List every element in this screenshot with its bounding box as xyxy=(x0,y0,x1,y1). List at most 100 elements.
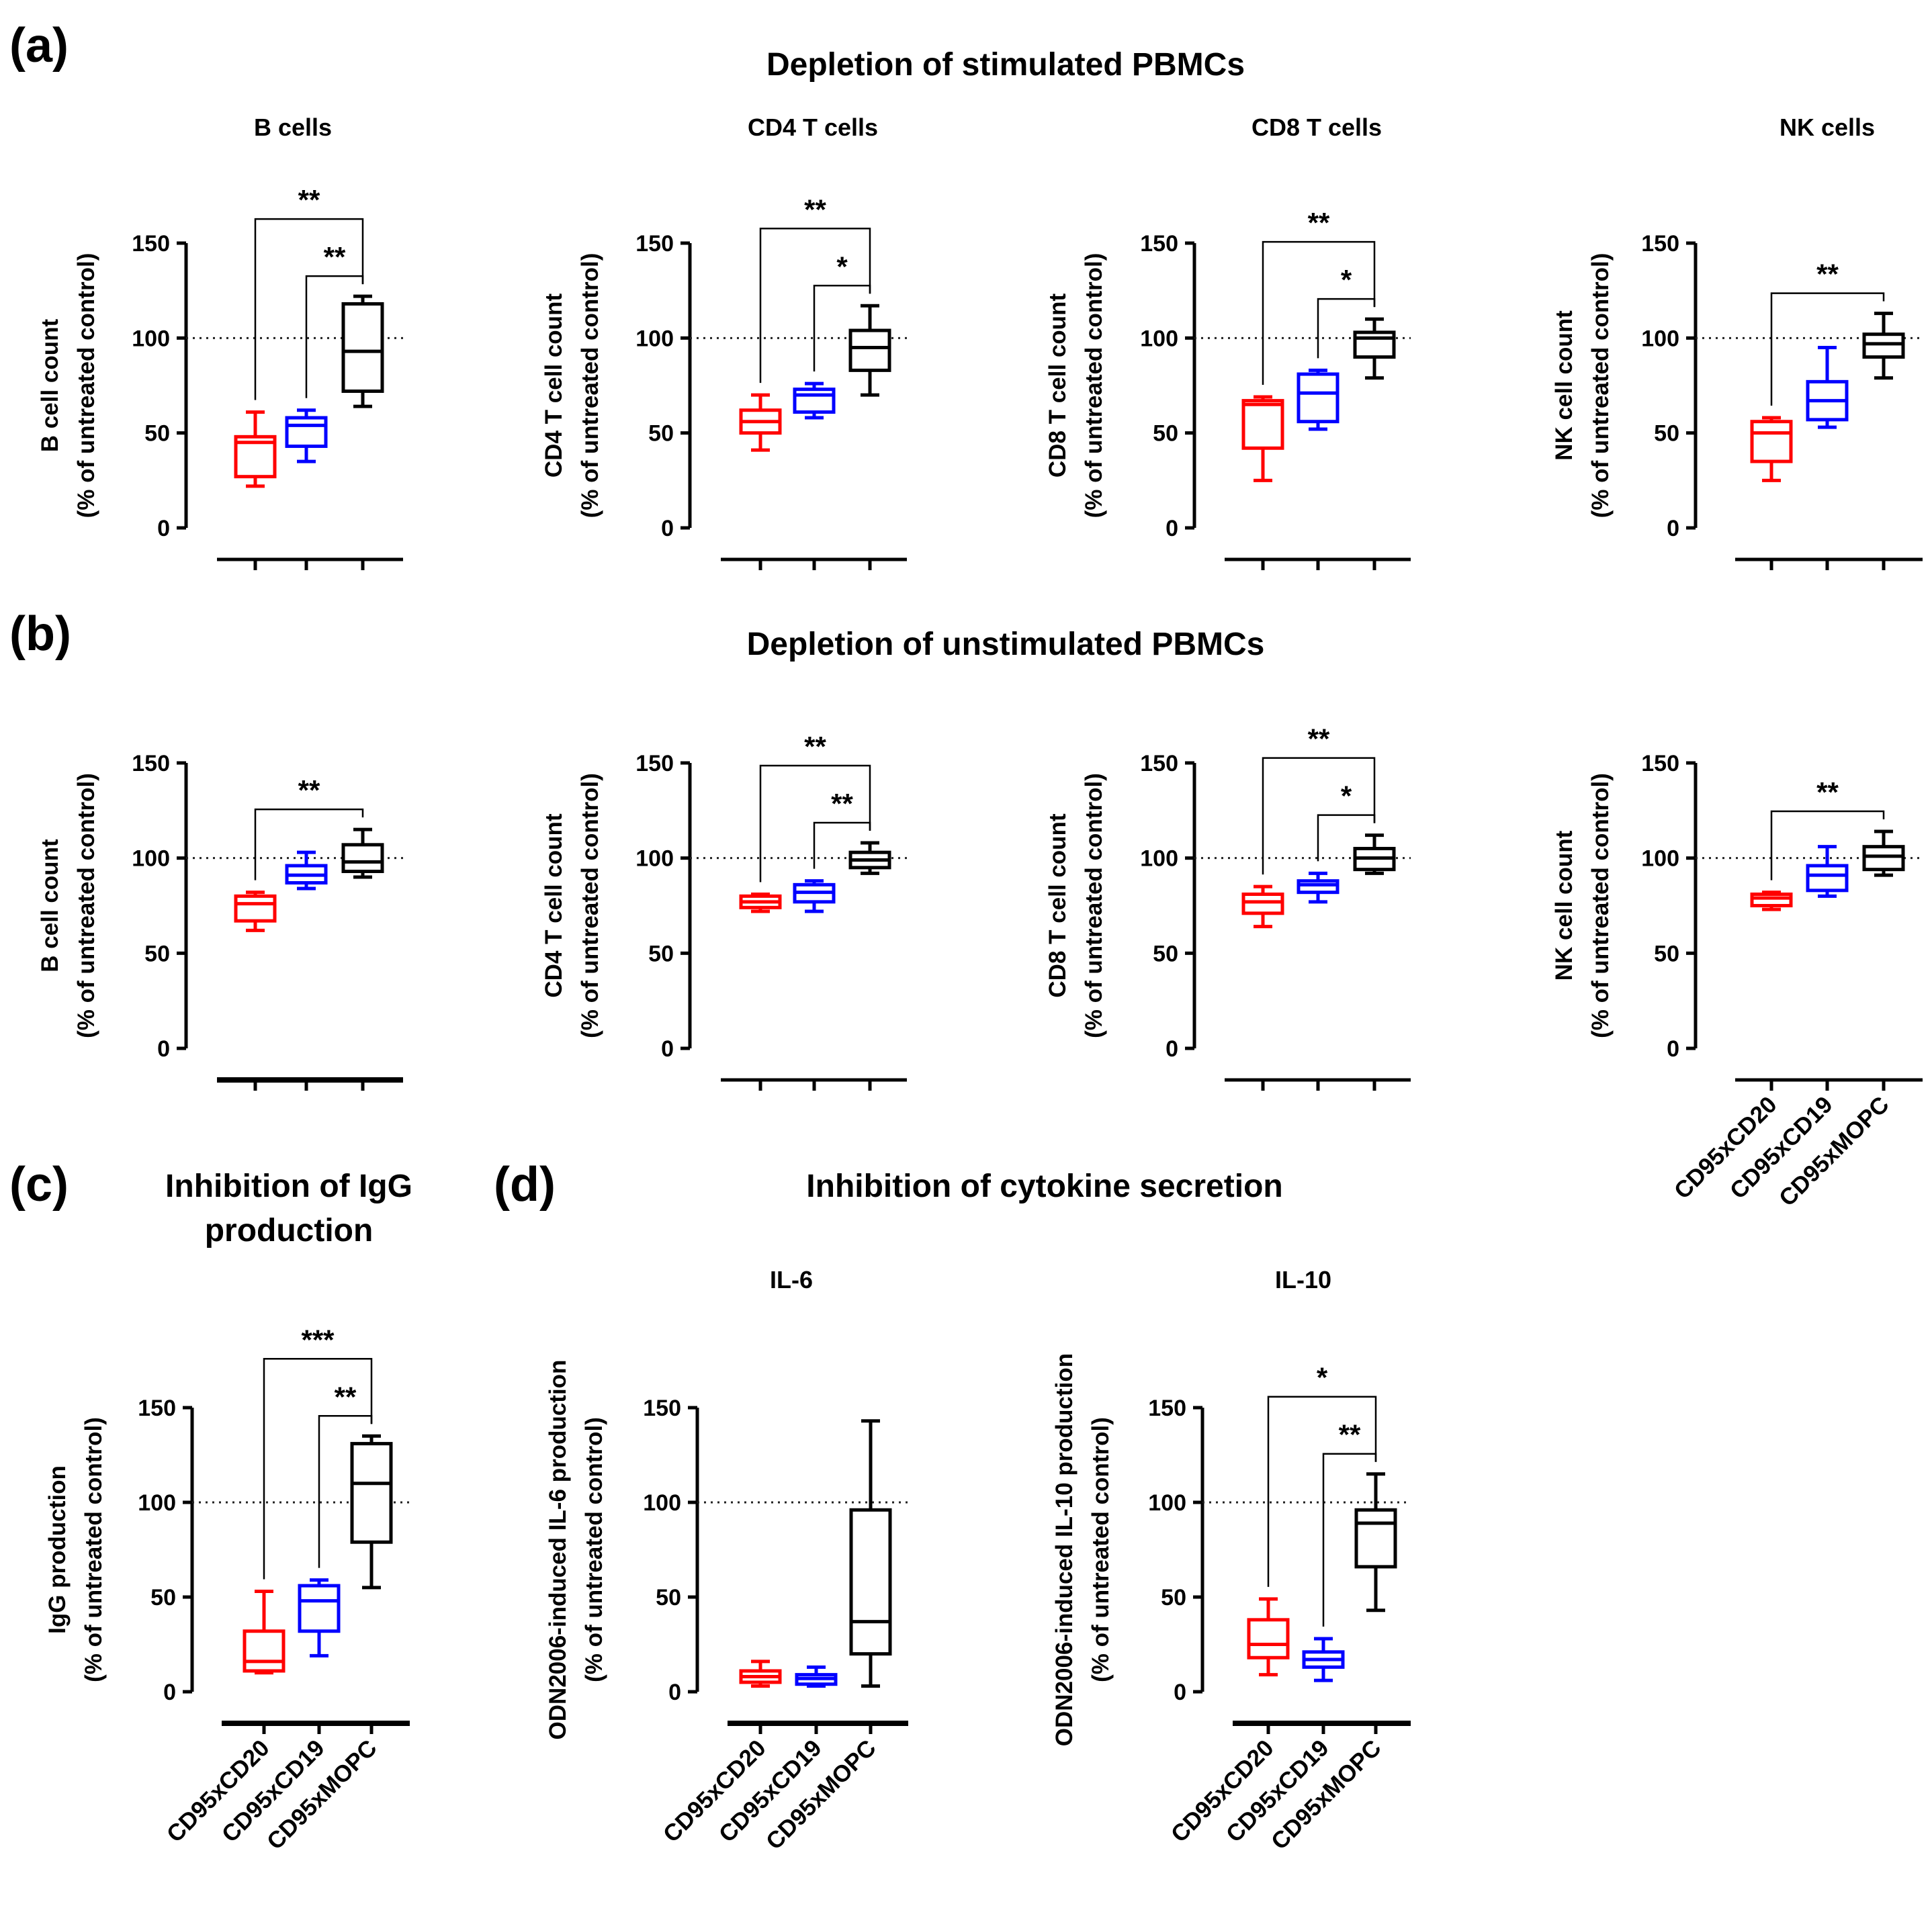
chart-title: CD4 T cells xyxy=(748,113,878,141)
significance-label: * xyxy=(1317,1362,1328,1394)
panel-letter-c: (c) xyxy=(9,1158,69,1212)
y-axis-label-units: (% of untreated control) xyxy=(1081,253,1107,518)
bracket-line xyxy=(1317,814,1376,862)
chart-a-b: B cells B cell count (% of untreated contr… xyxy=(37,113,403,570)
box-CD95xMOPC xyxy=(848,304,891,397)
chart-b-b: B cell count (% of untreated control) 0 50 1… xyxy=(37,751,403,1091)
y-tick-label: 50 xyxy=(656,1585,681,1610)
y-tick-label: 50 xyxy=(1153,941,1178,966)
bracket-line xyxy=(1267,1396,1377,1587)
y-axis-label: NK cell count xyxy=(1551,310,1577,461)
box-CD95xCD20 xyxy=(739,393,782,452)
iqr-box xyxy=(341,843,384,874)
y-axis-label: B cell count xyxy=(37,318,63,452)
box-CD95xMOPC xyxy=(1862,312,1905,380)
y-tick-label: 100 xyxy=(132,846,170,872)
iqr-box xyxy=(1750,420,1793,463)
bracket-line xyxy=(1262,240,1376,385)
box-CD95xCD19 xyxy=(285,408,328,463)
iqr-box xyxy=(341,302,384,393)
y-axis-label: NK cell count xyxy=(1551,830,1577,981)
y-axis-label-units: (% of untreated control) xyxy=(1081,773,1107,1038)
y-tick-label: 0 xyxy=(1667,1036,1679,1062)
significance-bracket: ** xyxy=(318,1381,373,1568)
chart-d-il6: IL-6 ODN2006-induced IL-6 production (% of… xyxy=(545,1266,908,1855)
y-axis-label: CD4 T cell count xyxy=(541,293,567,478)
y-tick-label: 0 xyxy=(157,1036,170,1062)
y-tick-label: 100 xyxy=(635,846,674,872)
box-CD95xCD20 xyxy=(1247,1597,1290,1677)
iqr-box xyxy=(243,1629,286,1673)
bracket-line xyxy=(263,1358,373,1580)
y-axis-label-units: (% of untreated control) xyxy=(581,1417,607,1682)
box-CD95xCD19 xyxy=(1302,1637,1345,1682)
box-CD95xMOPC xyxy=(1353,833,1396,875)
chart-title: B cells xyxy=(254,113,332,141)
y-axis-label: IgG production xyxy=(44,1465,71,1634)
y-tick-label: 50 xyxy=(1161,1585,1186,1610)
box-CD95xCD19 xyxy=(1806,345,1849,429)
bracket-line xyxy=(1770,292,1885,406)
iqr-box xyxy=(1354,1508,1397,1569)
bracket-line xyxy=(318,1415,373,1568)
y-tick-label: 100 xyxy=(1148,1490,1186,1516)
y-axis-label-units: (% of untreated control) xyxy=(577,253,603,518)
y-axis-label: CD8 T cell count xyxy=(1045,293,1071,478)
box-CD95xCD20 xyxy=(1750,416,1793,482)
box-CD95xMOPC xyxy=(341,827,384,879)
significance-label: ** xyxy=(1308,207,1330,238)
significance-label: ** xyxy=(1816,776,1839,808)
significance-bracket: * xyxy=(813,251,871,372)
y-tick-label: 50 xyxy=(150,1585,176,1610)
chart-a-cd8: CD8 T cells CD8 T cell count (% of untreat… xyxy=(1045,113,1411,570)
significance-label: ** xyxy=(1308,723,1330,755)
significance-bracket: * xyxy=(1317,780,1376,862)
significance-label: ** xyxy=(298,184,320,216)
y-tick-label: 100 xyxy=(132,326,170,351)
iqr-box xyxy=(285,416,328,448)
box-CD95xCD19 xyxy=(793,381,836,420)
bracket-line xyxy=(759,764,871,882)
y-tick-label: 150 xyxy=(1641,751,1679,776)
box-CD95xMOPC xyxy=(848,841,891,875)
y-tick-label: 100 xyxy=(635,326,674,351)
y-tick-label: 50 xyxy=(144,941,170,966)
iqr-box xyxy=(1247,1618,1290,1660)
significance-bracket: ** xyxy=(1262,207,1376,385)
y-tick-label: 100 xyxy=(1641,326,1679,351)
significance-bracket: ** xyxy=(305,241,364,398)
box-CD95xCD20 xyxy=(1241,884,1284,929)
y-tick-label: 150 xyxy=(1140,231,1178,257)
chart-b-cd8: CD8 T cell count (% of untreated control)… xyxy=(1045,723,1411,1091)
y-tick-label: 0 xyxy=(163,1680,176,1705)
box-CD95xCD20 xyxy=(1241,395,1284,482)
chart-title: IL-6 xyxy=(770,1266,813,1293)
panel-letter-a: (a) xyxy=(9,19,69,73)
significance-label: ** xyxy=(1816,259,1839,290)
box-CD95xCD19 xyxy=(793,879,836,913)
iqr-box xyxy=(350,1442,393,1544)
y-tick-label: 50 xyxy=(1654,421,1679,447)
iqr-box xyxy=(1297,372,1340,424)
significance-bracket: ** xyxy=(1262,723,1376,875)
iqr-box xyxy=(1353,330,1396,359)
significance-label: * xyxy=(1341,264,1352,296)
significance-label: * xyxy=(836,251,848,282)
iqr-box xyxy=(1750,893,1793,907)
y-tick-label: 0 xyxy=(1166,516,1178,541)
significance-label: ** xyxy=(804,731,826,762)
y-tick-label: 100 xyxy=(1140,846,1178,872)
y-tick-label: 50 xyxy=(648,421,674,447)
box-CD95xCD19 xyxy=(795,1665,838,1688)
box-CD95xCD20 xyxy=(739,1660,782,1688)
significance-label: ** xyxy=(324,241,346,273)
chart-c-igg: IgG production (% of untreated control) 0 5… xyxy=(44,1324,410,1855)
y-tick-label: 50 xyxy=(1153,421,1178,447)
box-CD95xMOPC xyxy=(849,1419,892,1688)
chart-b-cd4: CD4 T cell count (% of untreated control)… xyxy=(541,731,907,1091)
iqr-box xyxy=(1806,864,1849,893)
box-CD95xMOPC xyxy=(1353,317,1396,380)
y-axis-label: CD4 T cell count xyxy=(541,813,567,998)
box-CD95xCD19 xyxy=(1297,368,1340,431)
